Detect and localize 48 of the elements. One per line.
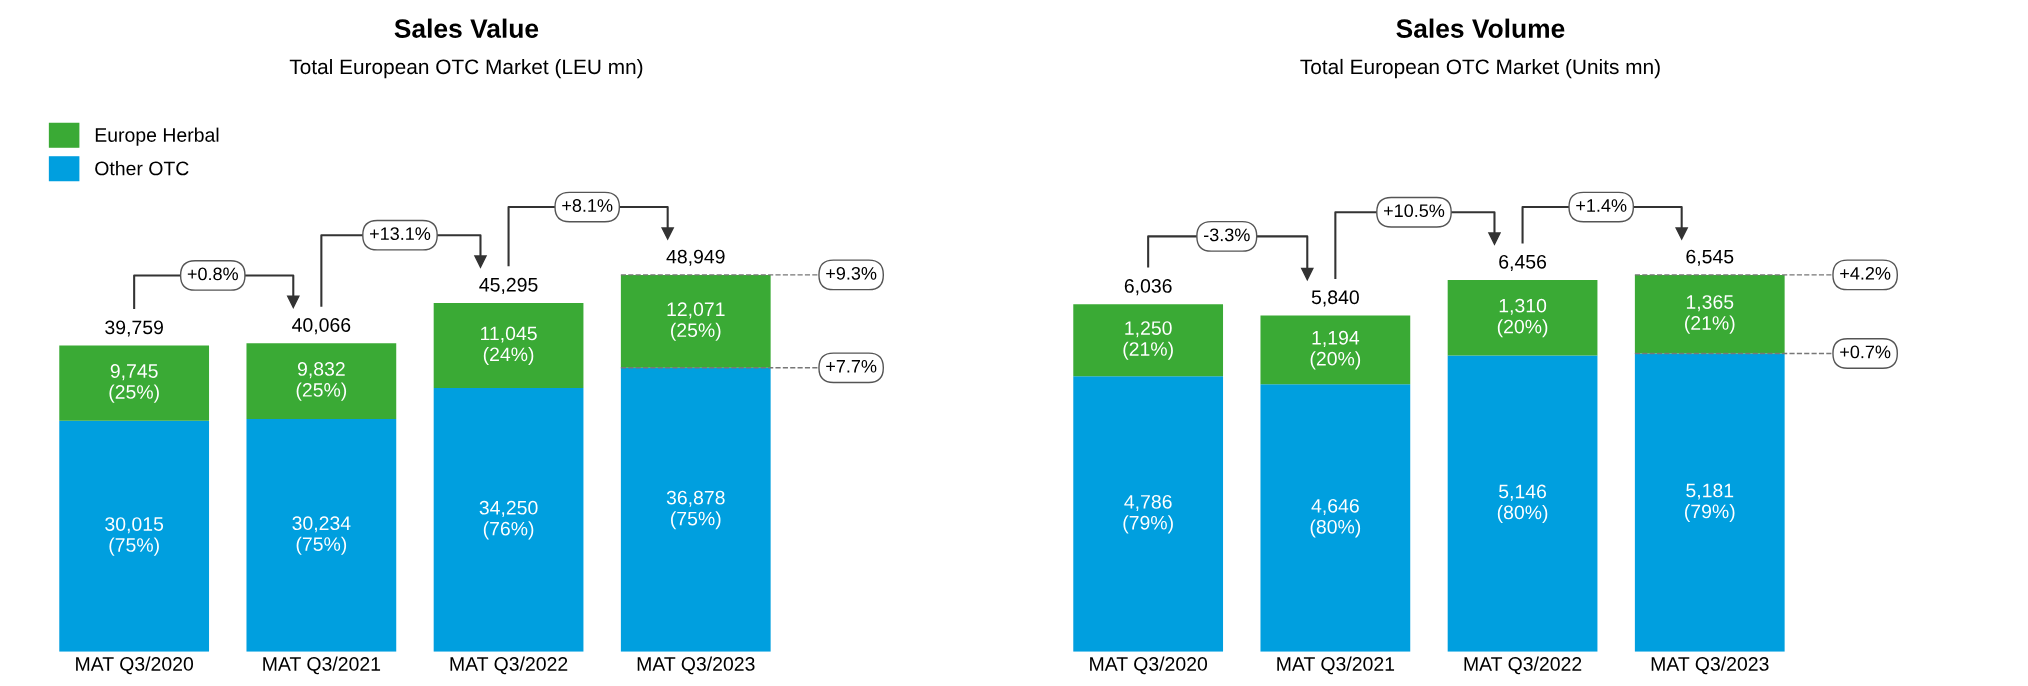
data-label: 12,071 (25%) (667, 302, 725, 341)
text: +4.2% (1840, 266, 1891, 280)
x-tick-label: MAT Q3/2023 (1651, 656, 1769, 675)
x-tick-label: MAT Q3/2020 (1090, 656, 1208, 675)
annotation: +0.8% (187, 267, 238, 281)
chart-subtitle: Total European OTC Market (Units mn) (1300, 58, 1660, 79)
chart-title: Sales Value (394, 18, 539, 38)
chart-subtitle: Total European OTC Market (LEU mn) (289, 58, 643, 79)
x-tick-label: MAT Q3/2021 (1277, 656, 1395, 675)
text: +0.7% (1840, 345, 1891, 359)
text: +13.1% (370, 227, 431, 241)
data-label: 34,250 (76%) (479, 500, 538, 540)
total-label: 48,949 (666, 249, 725, 266)
legend-label: Other OTC (95, 161, 189, 176)
x-tick-label: MAT Q3/2021 (263, 656, 381, 675)
x-tick-label: MAT Q3/2023 (637, 656, 755, 675)
data-label: 5,181 (79%) (1685, 483, 1735, 523)
text: +7.7% (826, 359, 877, 373)
x-tick-label: MAT Q3/2022 (450, 656, 568, 675)
data-label: 30,015 (75%) (105, 517, 164, 556)
total-label: 6,456 (1499, 254, 1547, 271)
text: +1.4% (1576, 199, 1627, 212)
data-label: 30,234 (75%) (292, 516, 351, 555)
data-label: 9,745 (25%) (109, 364, 159, 403)
total-label: 6,545 (1686, 249, 1734, 266)
data-label: 9,832 (25%) (296, 362, 347, 401)
data-label: 1,365 (21%) (1685, 295, 1735, 334)
text: +9.3% (826, 266, 877, 280)
data-label: 5,146 (80%) (1497, 484, 1548, 524)
text: +10.5% (1384, 204, 1445, 218)
data-label: 1,194 (20%) (1310, 330, 1361, 370)
data-label: 4,786 (79%) (1123, 494, 1173, 534)
text: -3.3% (1204, 228, 1250, 242)
x-tick-label: MAT Q3/2020 (76, 656, 194, 675)
total-label: 40,066 (292, 318, 351, 335)
total-label: 39,759 (105, 320, 163, 337)
total-label: 5,840 (1311, 290, 1359, 307)
chart-title: Sales Volume (1396, 18, 1565, 38)
data-label: 36,878 (75%) (666, 490, 725, 530)
data-label: 4,646 (80%) (1310, 498, 1361, 538)
total-label: 6,036 (1124, 279, 1172, 296)
data-label: 1,250 (21%) (1123, 321, 1173, 360)
legend-label: Europe Herbal (95, 127, 219, 146)
text: +8.1% (562, 199, 613, 212)
total-label: 45,295 (479, 277, 538, 294)
data-label: 11,045 (24%) (481, 326, 537, 366)
data-label: 1,310 (20%) (1497, 298, 1548, 338)
x-tick-label: MAT Q3/2022 (1464, 656, 1582, 675)
